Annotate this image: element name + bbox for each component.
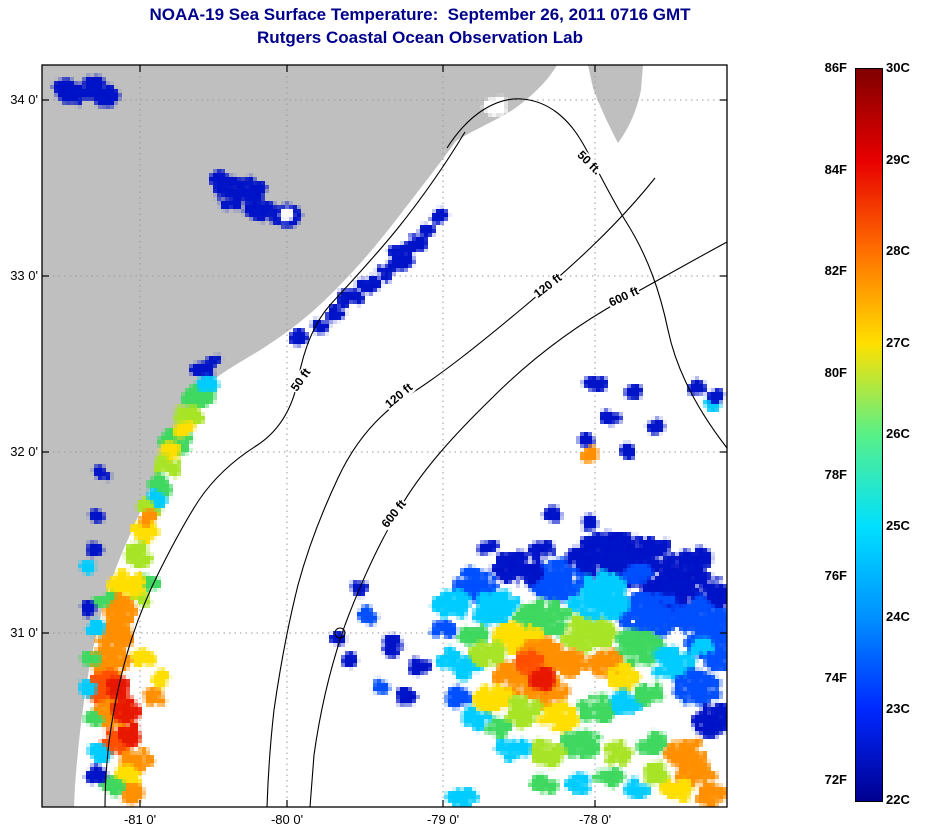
land-mass bbox=[42, 65, 557, 807]
colorbar-c-label: 28C bbox=[886, 243, 910, 258]
depth-contour-label: 600 ft bbox=[606, 283, 642, 310]
depth-contour-label: 120 ft bbox=[382, 380, 416, 412]
contour-ring bbox=[334, 627, 346, 639]
lon-tick-label: -80 0' bbox=[270, 812, 304, 827]
colorbar-c-label: 22C bbox=[886, 792, 910, 807]
colorbar-c-label: 25C bbox=[886, 517, 910, 533]
colorbar-f-label: 86F bbox=[824, 60, 847, 75]
lon-tick-label: -78 0' bbox=[578, 812, 612, 827]
contour-600ft bbox=[309, 241, 728, 808]
lat-tick-label: 31 0' bbox=[10, 625, 38, 640]
lon-tick-label: -81 0' bbox=[123, 812, 157, 827]
contour-50ft-nearshore bbox=[104, 131, 466, 808]
contour-120ft bbox=[266, 177, 656, 808]
colorbar-f-label: 76F bbox=[824, 568, 847, 584]
page-subtitle: Rutgers Coastal Ocean Observation Lab bbox=[257, 28, 583, 47]
colorbar-f-label: 82F bbox=[824, 263, 847, 279]
sst-canvas bbox=[42, 65, 727, 807]
depth-contour-label: 120 ft bbox=[530, 270, 566, 302]
colorbar-f-label: 74F bbox=[824, 669, 847, 685]
page-title: NOAA-19 Sea Surface Temperature: Septemb… bbox=[149, 5, 691, 24]
lat-tick-label: 32 0' bbox=[10, 444, 38, 459]
lon-tick-label: -79 0' bbox=[426, 812, 460, 827]
colorbar-f-label: 84F bbox=[824, 161, 847, 177]
lat-tick-label: 34 0' bbox=[10, 92, 38, 107]
colorbar bbox=[855, 68, 883, 802]
lat-tick-label: 33 0' bbox=[10, 268, 38, 283]
colorbar-c-label: 27C bbox=[886, 334, 910, 350]
colorbar-c-label: 24C bbox=[886, 609, 910, 624]
colorbar-c-label: 30C bbox=[886, 60, 910, 75]
colorbar-c-label: 23C bbox=[886, 700, 910, 716]
colorbar-f-label: 80F bbox=[824, 365, 847, 381]
cape-promontory bbox=[588, 65, 643, 143]
axis-ticks bbox=[42, 65, 727, 807]
depth-contour-label: 50 ft bbox=[287, 365, 314, 395]
colorbar-f-label: 72F bbox=[824, 771, 847, 787]
colorbar-f-label: 78F bbox=[824, 466, 847, 482]
colorbar-c-label: 29C bbox=[886, 151, 910, 167]
graticule-grid bbox=[42, 65, 727, 807]
colorbar-c-label: 26C bbox=[886, 426, 910, 441]
plot-frame bbox=[41, 64, 728, 808]
depth-contour-label: 600 ft bbox=[378, 496, 410, 532]
depth-contour-label: 50 ft. bbox=[573, 147, 605, 179]
